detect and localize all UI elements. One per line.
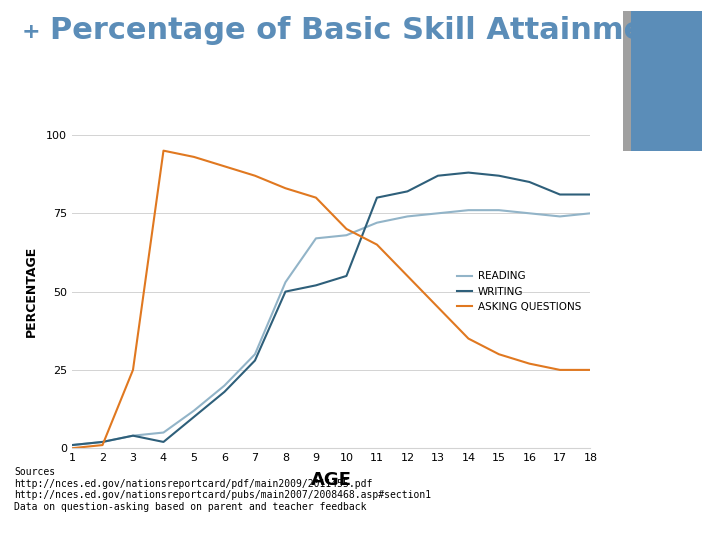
- Text: Sources
http://nces.ed.gov/nationsreportcard/pdf/main2009/2011455.pdf
http://nce: Sources http://nces.ed.gov/nationsreport…: [14, 467, 431, 512]
- Text: Percentage of Basic Skill Attainment: Percentage of Basic Skill Attainment: [50, 16, 681, 45]
- Legend: READING, WRITING, ASKING QUESTIONS: READING, WRITING, ASKING QUESTIONS: [453, 267, 585, 316]
- X-axis label: AGE: AGE: [311, 471, 351, 489]
- Y-axis label: PERCENTAGE: PERCENTAGE: [24, 246, 38, 337]
- Text: +: +: [22, 22, 40, 42]
